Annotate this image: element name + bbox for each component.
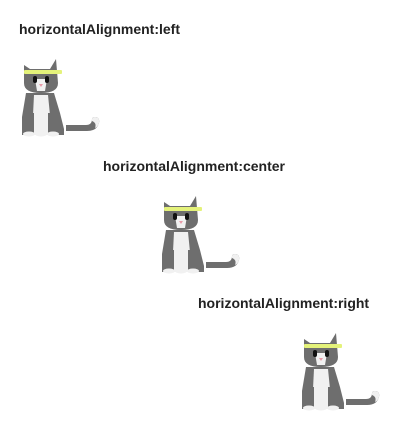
cat-icon (302, 333, 380, 411)
cat-icon (162, 196, 240, 274)
cat-icon (22, 59, 100, 137)
alignment-label-right: horizontalAlignment:right (198, 295, 370, 311)
alignment-label-left: horizontalAlignment:left (19, 21, 180, 37)
alignment-label-center: horizontalAlignment:center (103, 158, 286, 174)
